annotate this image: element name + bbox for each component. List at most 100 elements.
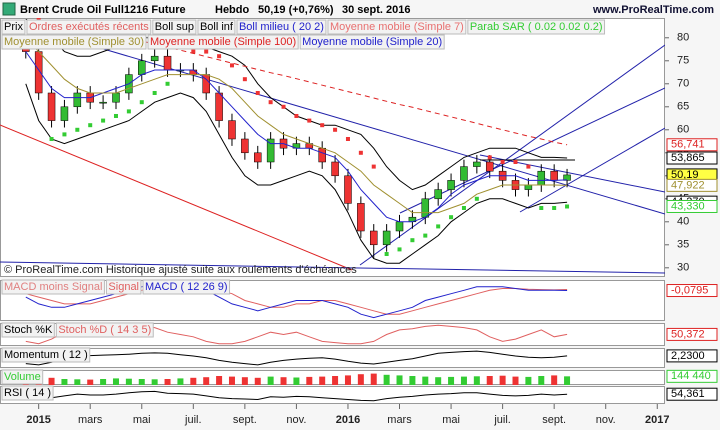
volume-bar <box>383 374 390 385</box>
series-line <box>25 51 568 223</box>
sar-dot <box>358 150 363 155</box>
volume-bar <box>190 377 197 385</box>
legend-box <box>1 34 147 50</box>
y-tick-label: 80 <box>677 32 689 44</box>
sar-dot <box>397 247 402 252</box>
volume-bar <box>306 376 313 385</box>
candle-body <box>47 92 56 121</box>
candle-body <box>421 198 430 218</box>
volume-bar <box>61 379 68 385</box>
legend-entry: Stoch %D ( 14 3 5) <box>58 324 151 336</box>
legend-entry: Signal <box>108 281 139 293</box>
price-label-box <box>666 387 718 401</box>
legend-box <box>1 322 55 338</box>
volume-bar <box>499 375 506 385</box>
plot-area <box>25 390 568 402</box>
date: 30 sept. 2016 <box>342 4 411 16</box>
volume-bar <box>551 375 558 385</box>
legend-box <box>1 369 44 385</box>
trend-line <box>0 124 353 271</box>
legend-entry: MACD moins Signal <box>4 281 102 293</box>
legend-entry: Boll inf <box>200 21 234 33</box>
volume-bar <box>435 377 442 385</box>
price-label: 56,741 <box>671 139 705 151</box>
volume-bar <box>525 376 532 385</box>
legend-box <box>152 19 197 35</box>
sar-dot <box>526 164 531 169</box>
x-tick-label: 2016 <box>336 414 360 426</box>
sar-dot <box>152 90 157 95</box>
volume-bar <box>216 376 223 385</box>
trend-line <box>0 261 665 274</box>
candle-body <box>318 147 326 163</box>
sar-dot <box>294 113 299 118</box>
volume-bar <box>486 376 493 385</box>
x-tick-label: nov. <box>596 414 616 426</box>
plot-area <box>25 350 568 366</box>
volume-bar <box>409 376 416 385</box>
legend-box <box>236 19 327 35</box>
rsi-panel <box>0 386 665 404</box>
volume-bar <box>293 377 300 385</box>
period: Hebdo <box>215 4 250 16</box>
sar-dot <box>126 109 131 114</box>
legend-box <box>55 322 154 338</box>
legend-entry: Ordres exécutés récents <box>29 21 149 33</box>
volume-bar <box>280 377 287 385</box>
candle-body <box>266 138 275 163</box>
volume-bar <box>112 378 119 385</box>
legend-entry: Parab SAR ( 0.02 0.02 0.2) <box>470 21 603 33</box>
candle-body <box>447 180 455 190</box>
sar-dot <box>371 164 376 169</box>
sar-dot <box>191 49 196 54</box>
y-tick-label: 35 <box>677 239 689 251</box>
sar-dot <box>500 159 505 164</box>
legend-entry: Prix <box>4 21 23 33</box>
candle-body <box>395 221 404 232</box>
y-tick-label: 75 <box>677 55 689 67</box>
x-tick-label: mars <box>78 414 103 426</box>
sar-dot <box>307 118 312 123</box>
legend-box <box>105 279 142 295</box>
legend-entry: Moyenne mobile (Simple 100) <box>150 36 296 48</box>
volume-bar <box>203 377 210 385</box>
candle-body <box>382 230 391 246</box>
sar-dot <box>513 159 518 164</box>
volume-bar <box>422 376 429 385</box>
legend-box <box>26 19 152 35</box>
site[interactable]: www.ProRealTime.com <box>592 4 714 16</box>
price-label: 144 440 <box>671 370 711 382</box>
sar-dot <box>281 104 286 109</box>
series-line <box>25 350 568 366</box>
candle-body <box>112 92 120 103</box>
x-tick-label: nov. <box>286 414 306 426</box>
legend-box <box>147 34 299 50</box>
legend-box <box>1 347 91 363</box>
y-tick-label: 65 <box>677 101 689 113</box>
plot-area <box>22 18 571 264</box>
price-label: 53,865 <box>671 152 705 164</box>
volume-bar <box>100 379 107 385</box>
sar-dot <box>101 118 106 123</box>
volume-bar <box>538 376 545 385</box>
y-tick-label: 40 <box>677 216 689 228</box>
series-line <box>25 390 568 402</box>
sar-dot <box>242 77 247 82</box>
momentum-panel <box>0 348 665 368</box>
sar-dot <box>449 215 454 220</box>
x-tick-label: 2015 <box>26 414 50 426</box>
candle-body <box>99 101 107 104</box>
volume-bar <box>564 376 571 385</box>
sar-dot <box>268 100 273 105</box>
app-icon[interactable] <box>2 2 16 16</box>
price-label: 47,922 <box>671 179 705 191</box>
y-tick-label: 70 <box>677 78 689 90</box>
volume-bar <box>267 376 274 385</box>
candle-body <box>228 120 236 140</box>
trend-line <box>519 127 665 213</box>
candle-body <box>357 203 365 232</box>
volume-bar <box>473 376 480 385</box>
price-label-box <box>666 199 718 213</box>
sar-dot <box>423 233 428 238</box>
